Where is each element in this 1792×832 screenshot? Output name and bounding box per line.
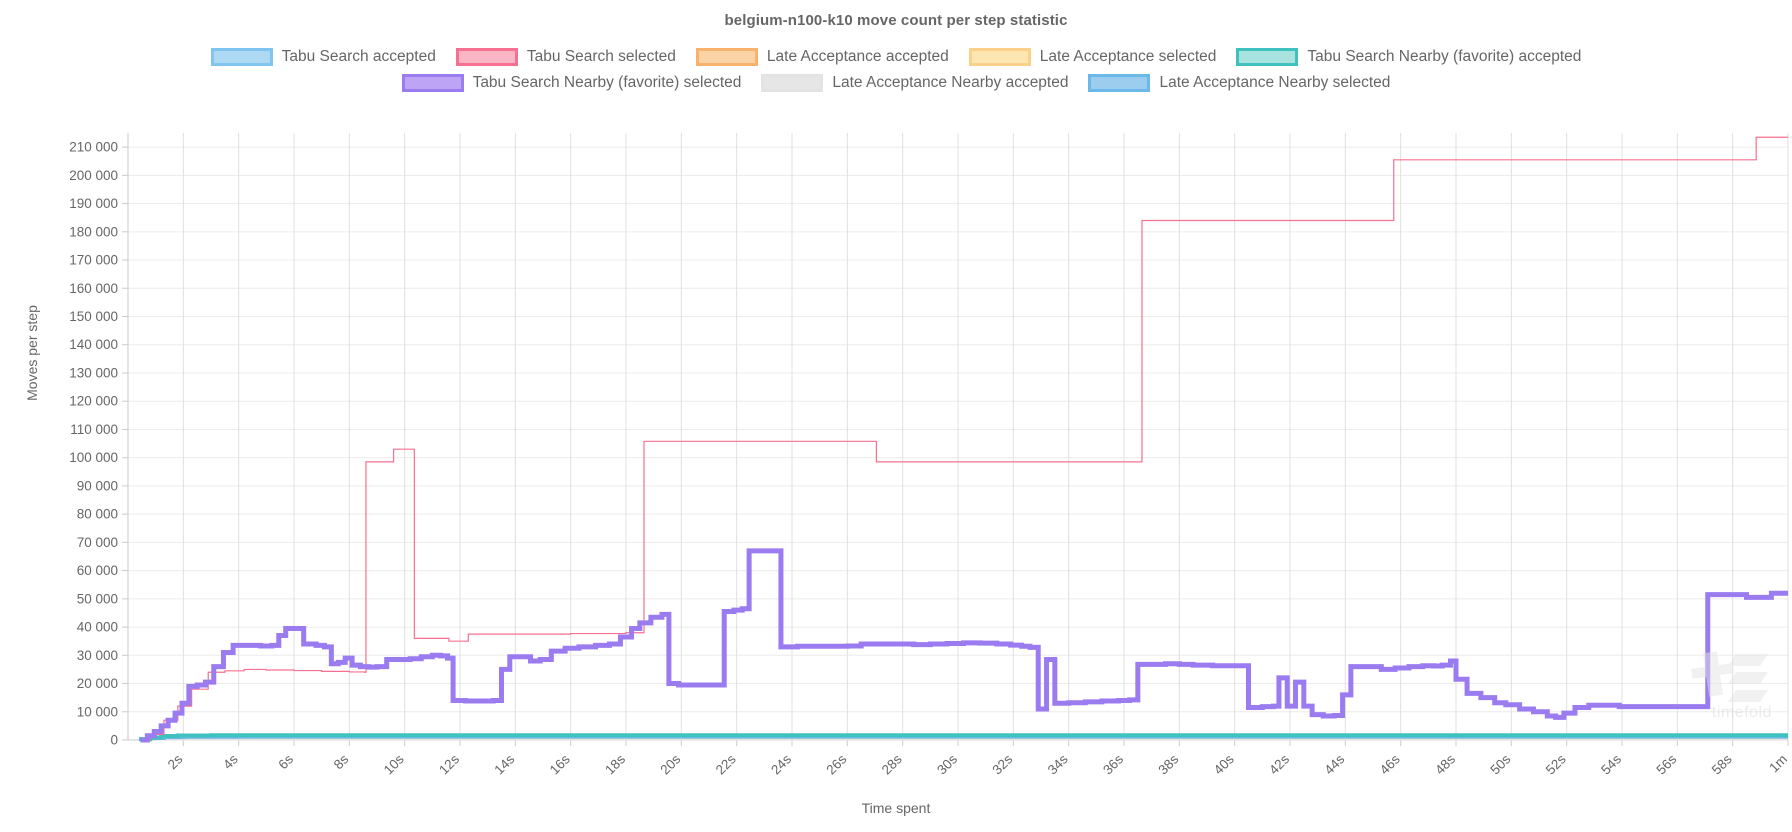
legend-item[interactable]: Late Acceptance accepted bbox=[695, 48, 949, 66]
y-tick-label: 100 000 bbox=[69, 450, 118, 465]
legend-item[interactable]: Late Acceptance selected bbox=[968, 48, 1217, 66]
x-tick-label: 44s bbox=[1321, 751, 1347, 777]
y-tick-label: 140 000 bbox=[69, 337, 118, 352]
x-tick-label: 48s bbox=[1432, 751, 1458, 777]
legend-label: Tabu Search accepted bbox=[281, 48, 436, 65]
y-axis-title: Moves per step bbox=[24, 305, 40, 401]
x-tick-label: 1m bbox=[1766, 752, 1790, 776]
x-tick-label: 28s bbox=[879, 751, 905, 777]
x-tick-label: 8s bbox=[331, 751, 352, 772]
legend-item[interactable]: Tabu Search accepted bbox=[210, 48, 436, 66]
legend-item[interactable]: Tabu Search Nearby (favorite) selected bbox=[401, 74, 742, 92]
y-tick-label: 0 bbox=[110, 733, 118, 748]
x-tick-label: 34s bbox=[1045, 751, 1071, 777]
x-tick-label: 24s bbox=[768, 751, 794, 777]
x-tick-label: 22s bbox=[713, 751, 739, 777]
x-tick-label: 36s bbox=[1100, 751, 1126, 777]
legend-row-2: Tabu Search Nearby (favorite) selected La… bbox=[392, 74, 1401, 92]
y-tick-label: 90 000 bbox=[77, 478, 118, 493]
legend-label: Late Acceptance selected bbox=[1039, 48, 1217, 65]
y-tick-label: 160 000 bbox=[69, 281, 118, 296]
legend-swatch-icon bbox=[1088, 74, 1151, 92]
y-tick-label: 40 000 bbox=[77, 620, 118, 635]
x-axis-title: Time spent bbox=[861, 800, 931, 816]
chart-legend: Tabu Search accepted Tabu Search selected… bbox=[0, 48, 1792, 92]
legend-swatch-icon bbox=[968, 48, 1031, 66]
x-tick-label: 52s bbox=[1543, 751, 1569, 777]
legend-label: Late Acceptance Nearby accepted bbox=[832, 74, 1069, 91]
x-tick-label: 6s bbox=[275, 751, 296, 772]
x-tick-label: 26s bbox=[823, 751, 849, 777]
y-tick-label: 20 000 bbox=[77, 676, 118, 691]
y-tick-label: 110 000 bbox=[70, 422, 118, 437]
chart-title: belgium-n100-k10 move count per step sta… bbox=[724, 12, 1068, 29]
y-tick-label: 120 000 bbox=[69, 394, 118, 409]
x-tick-label: 46s bbox=[1377, 751, 1403, 777]
x-tick-label: 18s bbox=[602, 751, 628, 777]
x-tick-label: 56s bbox=[1653, 751, 1679, 777]
legend-swatch-icon bbox=[1236, 48, 1299, 66]
x-tick-label: 32s bbox=[989, 751, 1015, 777]
y-tick-label: 50 000 bbox=[77, 591, 118, 606]
y-tick-label: 30 000 bbox=[77, 648, 118, 663]
x-tick-label: 40s bbox=[1211, 751, 1237, 777]
plot-svg: 0 10 000 20 000 30 000 40 000 50 000 60 000 70 … bbox=[69, 133, 1790, 778]
x-tick-label: 2s bbox=[165, 751, 186, 772]
x-tick-label: 16s bbox=[547, 751, 573, 777]
series-line bbox=[143, 136, 1788, 741]
legend-label: Late Acceptance accepted bbox=[766, 48, 949, 65]
y-tick-label: 130 000 bbox=[69, 365, 118, 380]
x-tick-label: 58s bbox=[1709, 751, 1735, 777]
x-tick-label: 20s bbox=[657, 751, 683, 777]
x-tick-label: 4s bbox=[220, 751, 241, 772]
legend-row-1: Tabu Search accepted Tabu Search selected… bbox=[201, 48, 1592, 66]
legend-label: Tabu Search selected bbox=[526, 48, 676, 65]
legend-label: Tabu Search Nearby (favorite) selected bbox=[472, 74, 742, 91]
x-tick-label: 14s bbox=[491, 751, 517, 777]
x-tick-label: 42s bbox=[1266, 751, 1292, 777]
legend-swatch-icon bbox=[761, 74, 824, 92]
legend-item[interactable]: Late Acceptance Nearby selected bbox=[1088, 74, 1390, 92]
x-tick-label: 50s bbox=[1487, 751, 1513, 777]
y-tick-label: 70 000 bbox=[77, 535, 118, 550]
legend-label: Tabu Search Nearby (favorite) accepted bbox=[1307, 48, 1582, 65]
legend-item[interactable]: Tabu Search Nearby (favorite) accepted bbox=[1236, 48, 1581, 66]
y-tick-label: 10 000 bbox=[77, 704, 118, 719]
y-tick-label: 60 000 bbox=[77, 563, 118, 578]
legend-swatch-icon bbox=[210, 48, 273, 66]
y-tick-label: 200 000 bbox=[69, 168, 118, 183]
legend-item[interactable]: Late Acceptance Nearby accepted bbox=[761, 74, 1068, 92]
x-tick-label: 54s bbox=[1598, 751, 1624, 777]
legend-swatch-icon bbox=[455, 48, 518, 66]
y-tick-label: 80 000 bbox=[77, 507, 118, 522]
y-tick-label: 180 000 bbox=[69, 224, 118, 239]
x-tick-label: 10s bbox=[381, 751, 407, 777]
x-tick-label: 30s bbox=[934, 751, 960, 777]
x-tick-label: 38s bbox=[1155, 751, 1181, 777]
y-tick-label: 170 000 bbox=[69, 253, 118, 268]
x-tick-label: 12s bbox=[436, 751, 462, 777]
legend-swatch-icon bbox=[695, 48, 758, 66]
y-tick-label: 210 000 bbox=[69, 140, 118, 155]
y-tick-label: 150 000 bbox=[69, 309, 118, 324]
series-line bbox=[140, 548, 1788, 743]
legend-item[interactable]: Tabu Search selected bbox=[455, 48, 676, 66]
legend-label: Late Acceptance Nearby selected bbox=[1159, 74, 1391, 91]
legend-swatch-icon bbox=[401, 74, 464, 92]
y-tick-label: 190 000 bbox=[69, 196, 118, 211]
